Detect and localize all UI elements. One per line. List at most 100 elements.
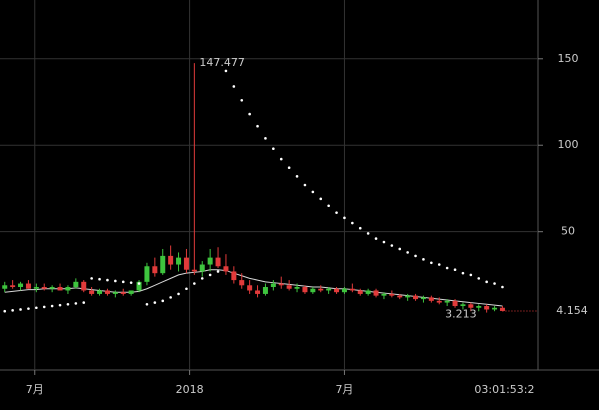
candle-body bbox=[223, 266, 229, 272]
candle-body bbox=[33, 287, 39, 289]
sar-dot bbox=[145, 302, 149, 306]
candle-body bbox=[468, 304, 474, 308]
candle-body bbox=[81, 281, 87, 291]
candle-body bbox=[499, 307, 505, 311]
candle-body bbox=[278, 283, 284, 286]
sar-dot bbox=[398, 247, 402, 251]
sar-dot bbox=[161, 299, 165, 303]
candle-body bbox=[231, 271, 237, 281]
sar-dot bbox=[303, 183, 307, 187]
sar-dot bbox=[121, 280, 125, 284]
candle-body bbox=[444, 300, 450, 303]
candle-body bbox=[215, 257, 221, 267]
candle-body bbox=[318, 288, 324, 291]
candle-body bbox=[484, 306, 490, 310]
candle-body bbox=[436, 300, 442, 303]
y-tick-label: 50 bbox=[561, 225, 575, 238]
candle-body bbox=[57, 287, 63, 291]
candle-body bbox=[492, 307, 498, 310]
candle-body bbox=[373, 290, 379, 296]
sar-dot bbox=[343, 216, 346, 220]
candle-body bbox=[65, 287, 71, 291]
sar-dot bbox=[264, 137, 267, 140]
candle-body bbox=[349, 288, 355, 291]
candle-body bbox=[428, 297, 434, 301]
candle-body bbox=[104, 290, 110, 294]
candle-body bbox=[207, 257, 213, 265]
sar-dot bbox=[366, 232, 370, 235]
sar-dot bbox=[430, 261, 433, 265]
candle-body bbox=[49, 287, 55, 289]
sar-dot bbox=[406, 251, 409, 254]
sar-dot bbox=[185, 287, 188, 291]
sar-dot bbox=[90, 277, 93, 280]
sar-dot bbox=[11, 309, 14, 312]
sar-dot bbox=[169, 296, 172, 299]
candle-body bbox=[326, 288, 332, 291]
candle-body bbox=[365, 290, 371, 294]
sar-dot bbox=[98, 277, 101, 281]
sar-dot bbox=[469, 273, 473, 277]
sar-dot bbox=[177, 292, 180, 296]
sar-dot bbox=[248, 112, 251, 116]
candle-body bbox=[413, 295, 419, 300]
sar-dot bbox=[493, 282, 496, 285]
candle-body bbox=[112, 292, 118, 294]
candle-body bbox=[199, 264, 205, 272]
candle-body bbox=[460, 304, 466, 307]
candle-body bbox=[152, 266, 158, 274]
candle-body bbox=[357, 290, 363, 294]
candle-body bbox=[41, 287, 47, 289]
sar-dot bbox=[50, 304, 54, 308]
sar-dot bbox=[351, 221, 354, 225]
candle-body bbox=[73, 281, 79, 288]
candle-body bbox=[97, 290, 103, 294]
candle-body bbox=[120, 292, 126, 294]
candle-body bbox=[294, 287, 300, 289]
candle-body bbox=[136, 281, 142, 291]
candle-body bbox=[128, 290, 134, 294]
sar-dot bbox=[106, 278, 109, 282]
sar-dot bbox=[208, 273, 212, 277]
sar-dot bbox=[414, 254, 417, 258]
sar-dot bbox=[3, 309, 7, 313]
sar-dot bbox=[27, 307, 30, 310]
candle-body bbox=[191, 269, 197, 272]
sar-dot bbox=[485, 280, 488, 284]
candle-body bbox=[381, 293, 387, 296]
x-tick-label: 7月 bbox=[26, 383, 44, 396]
sar-dot bbox=[74, 302, 78, 305]
sar-dot bbox=[422, 258, 425, 261]
candle-body bbox=[144, 266, 150, 282]
x-tick-label: 2018 bbox=[176, 383, 204, 396]
sar-dot bbox=[58, 303, 62, 307]
sar-dot bbox=[129, 281, 133, 284]
countdown: 03:01:53:2 bbox=[474, 383, 534, 396]
sar-dot bbox=[390, 244, 394, 247]
sar-dot bbox=[358, 226, 362, 230]
sar-dot bbox=[193, 282, 196, 285]
sar-dot bbox=[35, 306, 38, 310]
sar-dot bbox=[437, 263, 441, 266]
candle-body bbox=[397, 295, 403, 298]
sar-dot bbox=[445, 266, 449, 270]
sar-dot bbox=[382, 240, 386, 244]
sar-dot bbox=[19, 308, 22, 311]
candle-body bbox=[18, 283, 24, 288]
candle-body bbox=[334, 288, 340, 293]
candle-body bbox=[10, 285, 16, 288]
sar-dot bbox=[295, 175, 299, 178]
candle-body bbox=[2, 285, 8, 289]
sar-dot bbox=[42, 305, 46, 309]
moving-average bbox=[4, 269, 503, 307]
candle-body bbox=[176, 257, 182, 265]
sar-dot bbox=[335, 211, 338, 214]
sar-dot bbox=[216, 270, 220, 273]
sar-dot bbox=[137, 282, 141, 285]
candle-body bbox=[476, 306, 482, 308]
sar-dot bbox=[153, 301, 157, 304]
sar-dot bbox=[279, 157, 283, 161]
y-tick-label: 100 bbox=[558, 138, 579, 151]
x-tick-label: 7月 bbox=[335, 383, 353, 396]
